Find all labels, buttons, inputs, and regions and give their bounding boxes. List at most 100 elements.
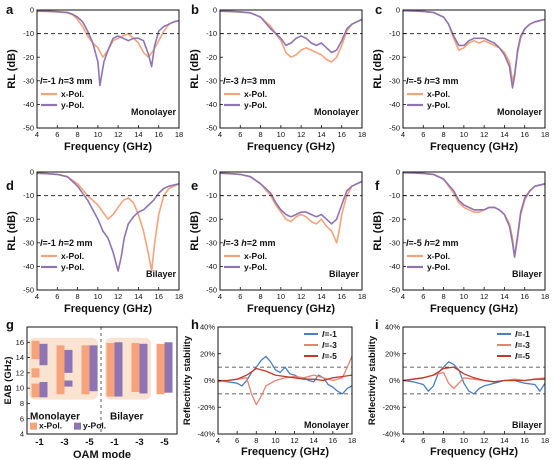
x-tick-label: -3 xyxy=(60,437,68,448)
panel-e: e 4 6 8 10 12 14 16 18 0 -10 -20 -30 -40 -50 Frequency … xyxy=(189,168,366,315)
y-tick-label: -20 xyxy=(389,53,400,62)
x-tick-label: 4 xyxy=(216,436,220,445)
structure-label: Bilayer xyxy=(146,269,177,279)
x-tick-label: 10 xyxy=(460,436,468,445)
x-tick-label: 14 xyxy=(134,292,142,301)
y-tick-label: 0 xyxy=(30,168,34,177)
x-tick-label: 6 xyxy=(55,130,59,139)
x-tick-label: 12 xyxy=(114,130,122,139)
y-tick-label: -20 xyxy=(23,215,34,224)
structure-label: Bilayer xyxy=(512,269,543,279)
plot-frame xyxy=(36,9,180,129)
x-axis-label: Frequency (GHz) xyxy=(430,303,518,315)
structure-label: Monolayer xyxy=(497,107,543,117)
x-tick-label: 4 xyxy=(218,130,222,139)
y-tick-label: 0 xyxy=(396,168,400,177)
x-tick-label: 16 xyxy=(521,292,529,301)
y-tick-label: 40% xyxy=(200,323,215,332)
x-tick-label: 6 xyxy=(235,436,239,445)
legend-label: y-Pol. xyxy=(61,262,84,272)
plot-frame xyxy=(402,171,546,291)
y-tick-label: 4 xyxy=(20,430,24,439)
x-axis-label: Frequency (GHz) xyxy=(247,303,335,315)
x-tick-label: 14 xyxy=(500,130,508,139)
panel-annotation: l=-3 h=2 mm xyxy=(223,238,276,248)
panel-label: d xyxy=(6,178,14,193)
legend-label: y-Pol. xyxy=(83,421,106,431)
eab-bar-y_pol xyxy=(64,380,73,387)
panel-annotation: l=-1 h=2 mm xyxy=(40,238,93,248)
y-tick-label: -10 xyxy=(206,191,217,200)
y-axis-label: RL (dB) xyxy=(189,211,201,251)
series-line-y_pol xyxy=(402,9,546,89)
panel-annotation: l=-3 xyxy=(322,340,337,350)
series-line-l3 xyxy=(217,356,353,406)
y-tick-label: 0 xyxy=(213,168,217,177)
y-tick-label: -50 xyxy=(206,286,217,295)
x-tick-label: 8 xyxy=(75,130,79,139)
y-axis-label: RL (dB) xyxy=(372,211,384,251)
x-tick-label: -1 xyxy=(110,437,119,448)
x-tick-label: 6 xyxy=(238,292,242,301)
x-tick-label: 10 xyxy=(277,292,285,301)
y-tick-label: 0 xyxy=(30,6,34,15)
legend-label: y-Pol. xyxy=(427,262,450,272)
y-tick-label: 14 xyxy=(16,353,24,362)
legend-label: x-Pol. xyxy=(61,251,84,261)
series-line-y_pol xyxy=(36,172,180,272)
structure-label: Monolayer xyxy=(304,420,350,430)
structure-label: Bilayer xyxy=(329,269,360,279)
x-tick-label: 6 xyxy=(421,292,425,301)
x-tick-label: 14 xyxy=(317,292,325,301)
structure-label: Monolayer xyxy=(314,107,360,117)
x-tick-label: 14 xyxy=(134,130,142,139)
x-tick-label: 4 xyxy=(35,292,39,301)
panel-i: i 4 6 8 10 12 14 16 18 40% 20% 0% -20% -40% Frequency … xyxy=(367,317,549,458)
x-tick-label: 18 xyxy=(541,292,549,301)
panel-label: f xyxy=(375,178,380,193)
x-tick-label: 12 xyxy=(297,130,305,139)
x-tick-label: 18 xyxy=(358,292,366,301)
y-tick-label: -10 xyxy=(23,191,34,200)
plot-frame xyxy=(402,9,546,129)
structure-label: Monolayer xyxy=(131,107,177,117)
x-tick-label: 12 xyxy=(290,436,298,445)
y-tick-label: -50 xyxy=(23,286,34,295)
y-tick-label: 20% xyxy=(385,349,400,358)
x-tick-label: 14 xyxy=(310,436,318,445)
x-tick-label: 10 xyxy=(94,130,102,139)
eab-bar-y_pol xyxy=(139,343,148,394)
y-tick-label: 0% xyxy=(389,376,400,385)
x-tick-label: 14 xyxy=(500,292,508,301)
y-tick-label: 12 xyxy=(16,368,24,377)
panel-label: e xyxy=(191,178,198,193)
y-tick-label: -10 xyxy=(389,191,400,200)
legend-label: x-Pol. xyxy=(427,251,450,261)
y-tick-label: -20 xyxy=(23,53,34,62)
legend-label: x-Pol. xyxy=(244,89,267,99)
y-tick-label: -30 xyxy=(206,238,217,247)
y-tick-label: -50 xyxy=(389,286,400,295)
y-tick-label: -30 xyxy=(389,76,400,85)
x-tick-label: 8 xyxy=(258,292,262,301)
y-axis-label: Reflectivity stability xyxy=(367,335,378,425)
eab-bar-y_pol xyxy=(39,382,48,398)
legend-swatch xyxy=(74,422,81,430)
x-tick-label: 12 xyxy=(297,292,305,301)
y-tick-label: 10 xyxy=(16,384,24,393)
x-tick-label: 6 xyxy=(421,436,425,445)
eab-bar-x_pol xyxy=(131,343,140,392)
y-axis-label: Reflectivity stability xyxy=(182,335,193,425)
eab-bar-y_pol xyxy=(39,343,48,366)
x-tick-label: 4 xyxy=(401,292,405,301)
x-tick-label: 4 xyxy=(401,130,405,139)
eab-bar-y_pol xyxy=(64,349,73,373)
y-tick-label: 40% xyxy=(385,323,400,332)
x-tick-label: 10 xyxy=(271,436,279,445)
x-tick-label: 14 xyxy=(500,436,508,445)
x-tick-label: 6 xyxy=(55,292,59,301)
eab-bar-y_pol xyxy=(114,342,123,397)
y-tick-label: 8 xyxy=(20,399,24,408)
series-line-y_pol xyxy=(219,10,363,54)
x-tick-label: 8 xyxy=(441,292,445,301)
